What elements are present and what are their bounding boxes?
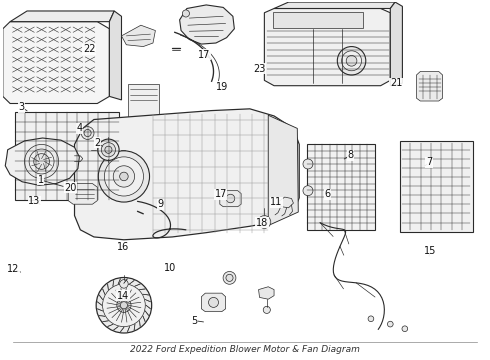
Polygon shape bbox=[10, 11, 114, 22]
Polygon shape bbox=[201, 293, 225, 312]
Circle shape bbox=[303, 186, 313, 195]
Bar bbox=[15, 112, 119, 199]
Text: 18: 18 bbox=[256, 218, 268, 228]
Circle shape bbox=[29, 149, 54, 174]
Text: 20: 20 bbox=[65, 183, 77, 193]
Polygon shape bbox=[74, 109, 299, 240]
Circle shape bbox=[81, 127, 94, 139]
Polygon shape bbox=[274, 2, 395, 9]
Circle shape bbox=[263, 306, 270, 314]
Polygon shape bbox=[180, 5, 234, 44]
Text: 4: 4 bbox=[76, 123, 82, 134]
Bar bbox=[128, 84, 159, 120]
Circle shape bbox=[84, 130, 91, 136]
Circle shape bbox=[342, 51, 362, 71]
Circle shape bbox=[388, 321, 393, 327]
Text: 12: 12 bbox=[7, 264, 20, 274]
Circle shape bbox=[258, 216, 271, 228]
Text: 21: 21 bbox=[390, 78, 402, 88]
Text: 13: 13 bbox=[28, 196, 41, 206]
Polygon shape bbox=[416, 72, 442, 101]
Text: 17: 17 bbox=[215, 189, 227, 199]
Polygon shape bbox=[268, 115, 298, 226]
Circle shape bbox=[303, 159, 313, 169]
Text: 11: 11 bbox=[270, 197, 283, 207]
Polygon shape bbox=[259, 287, 274, 299]
Circle shape bbox=[337, 46, 366, 75]
Circle shape bbox=[182, 10, 190, 17]
Circle shape bbox=[105, 146, 112, 153]
Bar bbox=[273, 12, 363, 28]
Polygon shape bbox=[279, 197, 294, 208]
Polygon shape bbox=[68, 184, 98, 204]
Circle shape bbox=[402, 326, 408, 332]
Text: 5: 5 bbox=[191, 316, 197, 325]
Circle shape bbox=[223, 271, 236, 284]
Text: 2022 Ford Expedition Blower Motor & Fan Diagram: 2022 Ford Expedition Blower Motor & Fan … bbox=[130, 345, 360, 354]
Text: 14: 14 bbox=[117, 291, 129, 301]
Circle shape bbox=[113, 166, 135, 187]
Polygon shape bbox=[109, 11, 122, 100]
Text: 3: 3 bbox=[18, 102, 24, 112]
Polygon shape bbox=[122, 25, 155, 46]
Text: 7: 7 bbox=[426, 157, 432, 167]
Bar bbox=[307, 144, 375, 230]
Circle shape bbox=[226, 194, 235, 203]
Text: 19: 19 bbox=[216, 82, 228, 92]
Polygon shape bbox=[3, 22, 109, 103]
Bar bbox=[400, 141, 473, 231]
Text: 10: 10 bbox=[164, 263, 176, 273]
Circle shape bbox=[98, 151, 149, 202]
Circle shape bbox=[346, 55, 357, 66]
Circle shape bbox=[117, 298, 131, 312]
Circle shape bbox=[261, 219, 268, 226]
Circle shape bbox=[96, 278, 152, 333]
Circle shape bbox=[102, 284, 145, 327]
Text: 16: 16 bbox=[117, 242, 129, 252]
Circle shape bbox=[24, 144, 59, 179]
Text: 1: 1 bbox=[38, 175, 44, 185]
Circle shape bbox=[104, 157, 144, 196]
Circle shape bbox=[120, 280, 128, 288]
Text: 6: 6 bbox=[324, 189, 330, 199]
Polygon shape bbox=[391, 2, 402, 86]
Text: 9: 9 bbox=[157, 199, 163, 209]
Polygon shape bbox=[5, 138, 79, 185]
Text: 17: 17 bbox=[197, 50, 210, 60]
Circle shape bbox=[226, 274, 233, 282]
Circle shape bbox=[101, 143, 116, 157]
Polygon shape bbox=[265, 9, 391, 86]
Text: 8: 8 bbox=[347, 150, 354, 160]
Text: 22: 22 bbox=[83, 44, 95, 54]
Polygon shape bbox=[220, 191, 241, 207]
Circle shape bbox=[120, 172, 128, 181]
Circle shape bbox=[34, 154, 49, 169]
Text: 15: 15 bbox=[424, 246, 436, 256]
Text: 2: 2 bbox=[94, 138, 100, 148]
Circle shape bbox=[368, 316, 374, 321]
Text: 23: 23 bbox=[253, 64, 266, 74]
Circle shape bbox=[121, 302, 127, 309]
Circle shape bbox=[98, 139, 119, 161]
Circle shape bbox=[209, 297, 219, 307]
